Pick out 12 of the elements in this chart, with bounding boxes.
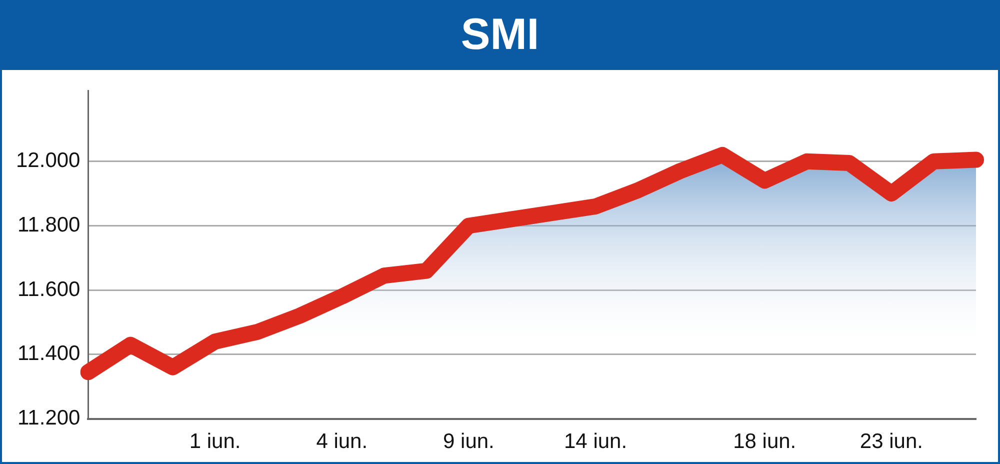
y-tick-label: 11.800 — [18, 214, 80, 237]
x-tick-label: 18 iun. — [733, 430, 796, 454]
chart-title: SMI — [0, 0, 1000, 70]
y-tick-label: 11.600 — [18, 278, 80, 301]
y-tick-label: 12.000 — [16, 149, 80, 172]
y-tick-label: 11.400 — [18, 342, 80, 366]
x-tick-label: 23 iun. — [860, 430, 923, 454]
y-tick-label: 11.200 — [18, 406, 80, 430]
x-tick-label: 1 iun. — [189, 430, 241, 454]
x-tick-label: 14 iun. — [564, 430, 628, 454]
x-tick-label: 9 iun. — [443, 430, 494, 454]
x-tick-label: 4 iun. — [316, 430, 368, 454]
